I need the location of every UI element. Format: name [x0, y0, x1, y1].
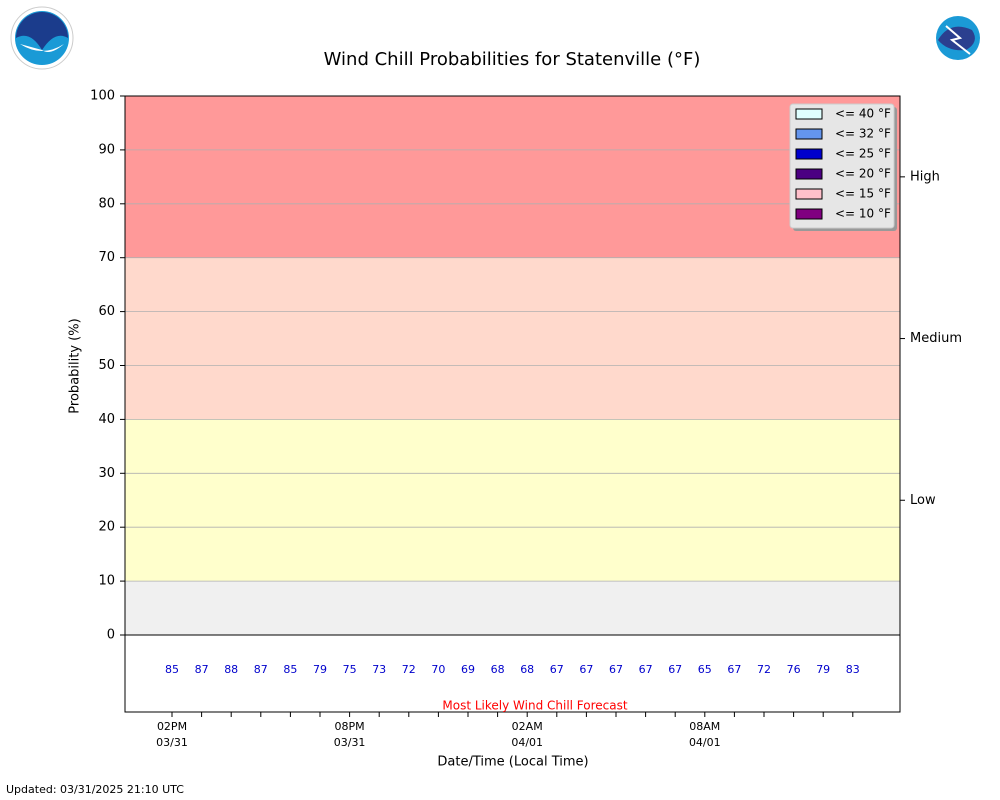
wind-chill-value: 85: [283, 663, 297, 676]
legend-label: <= 25 °F: [835, 147, 891, 161]
plot-frame: [124, 95, 901, 636]
legend-label: <= 40 °F: [835, 107, 891, 121]
legend-swatch: [795, 188, 823, 200]
wind-chill-value: 67: [639, 663, 653, 676]
legend-swatch: [795, 168, 823, 180]
wind-chill-row-label: Most Likely Wind Chill Forecast: [442, 699, 627, 713]
wind-chill-value: 69: [461, 663, 475, 676]
wind-chill-value: 67: [579, 663, 593, 676]
risk-band: [125, 419, 900, 582]
forecast-box: [124, 634, 901, 713]
legend-swatch: [795, 128, 823, 140]
y-tick-label: 50: [98, 358, 115, 373]
wind-chill-value: 67: [550, 663, 564, 676]
noaa-logo: [10, 6, 74, 70]
y2-tick-label: High: [910, 169, 940, 184]
wind-chill-value: 68: [491, 663, 505, 676]
legend-label: <= 10 °F: [835, 207, 891, 221]
y-tick-label: 70: [98, 250, 115, 265]
risk-band: [125, 257, 900, 420]
y-tick-label: 0: [107, 628, 115, 643]
wind-chill-value: 88: [224, 663, 238, 676]
y-tick-label: 60: [98, 304, 115, 319]
legend-swatch: [795, 208, 823, 220]
wind-chill-value: 76: [787, 663, 801, 676]
wind-chill-value: 79: [816, 663, 830, 676]
wind-chill-value: 87: [254, 663, 268, 676]
wind-chill-value: 87: [195, 663, 209, 676]
wind-chill-value: 83: [846, 663, 860, 676]
wind-chill-value: 67: [727, 663, 741, 676]
y-tick-label: 80: [98, 196, 115, 211]
wind-chill-value: 79: [313, 663, 327, 676]
wind-chill-value: 67: [609, 663, 623, 676]
chart-title: Wind Chill Probabilities for Statenville…: [324, 49, 701, 70]
x-tick-label: 02AM 04/01: [511, 720, 544, 749]
risk-band: [125, 581, 900, 635]
nws-logo: [927, 7, 989, 69]
legend-label: <= 32 °F: [835, 127, 891, 141]
updated-note: Updated: 03/31/2025 21:10 UTC: [6, 783, 184, 796]
x-tick-label: 02PM 03/31: [156, 720, 188, 749]
y-tick-label: 20: [98, 520, 115, 535]
y-axis-label: Probability (%): [68, 318, 83, 413]
wind-chill-value: 67: [668, 663, 682, 676]
y-tick-label: 100: [90, 89, 115, 104]
wind-chill-value: 75: [343, 663, 357, 676]
wind-chill-value: 72: [402, 663, 416, 676]
y-tick-label: 10: [98, 574, 115, 589]
legend: <= 40 °F <= 32 °F <= 25 °F <= 20 °F <= 15 °F…: [789, 103, 897, 231]
x-axis-label: Date/Time (Local Time): [437, 755, 588, 770]
legend-swatch: [795, 108, 823, 120]
wind-chill-value: 73: [372, 663, 386, 676]
legend-label: <= 20 °F: [835, 167, 891, 181]
y-tick-label: 40: [98, 412, 115, 427]
legend-swatch: [795, 148, 823, 160]
wind-chill-value: 65: [698, 663, 712, 676]
wind-chill-value: 68: [520, 663, 534, 676]
y2-tick-label: Low: [910, 493, 936, 508]
wind-chill-value: 70: [431, 663, 445, 676]
y-tick-label: 30: [98, 466, 115, 481]
legend-label: <= 15 °F: [835, 187, 891, 201]
x-tick-label: 08AM 04/01: [688, 720, 721, 749]
risk-band: [125, 96, 900, 258]
wind-chill-value: 85: [165, 663, 179, 676]
y2-tick-label: Medium: [910, 331, 962, 346]
y-tick-label: 90: [98, 142, 115, 157]
x-tick-label: 08PM 03/31: [333, 720, 366, 749]
wind-chill-value: 72: [757, 663, 771, 676]
